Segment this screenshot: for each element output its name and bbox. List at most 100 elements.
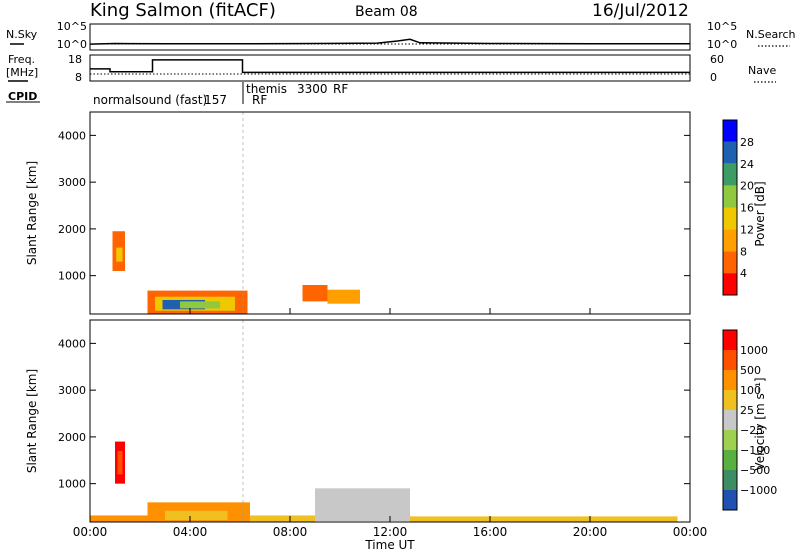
freq-tick-bottom: 8 xyxy=(75,71,82,84)
velocity-block-2 xyxy=(90,515,148,522)
velocity-ytick-label-2: 3000 xyxy=(58,384,86,397)
velocity-colorbar: 1000 500 100 25 −25 −100 −500 −1000 xyxy=(722,329,777,511)
velocity-colorbar-frame xyxy=(722,329,738,511)
power-colorbar: 28 24 20 16 12 8 4 xyxy=(722,119,754,296)
velocity-panel: 1000 2000 3000 4000 Slant Range [km] xyxy=(25,319,691,523)
frequency-trace xyxy=(90,59,690,74)
velocity-colorbar-tick-4: −25 xyxy=(740,424,763,437)
velocity-data-layer xyxy=(90,441,678,522)
cpid-program-2-id: 3300 xyxy=(297,82,328,96)
velocity-colorbar-segment-2 xyxy=(723,370,737,390)
x-axis-label: Time UT xyxy=(364,538,415,552)
power-colorbar-segment-1 xyxy=(723,141,737,164)
xtick-label-4: 16:00 xyxy=(473,525,508,539)
power-panel: 1000 2000 3000 4000 Slant Range [km] xyxy=(25,111,691,315)
velocity-y-axis-label: Slant Range [km] xyxy=(25,369,39,473)
noise-right-tick-top: 10^5 xyxy=(707,20,737,33)
power-y-ticks: 1000 2000 3000 4000 xyxy=(58,129,690,283)
velocity-colorbar-tick-6: −500 xyxy=(740,464,770,477)
velocity-colorbar-tick-5: −100 xyxy=(740,444,770,457)
velocity-colorbar-segment-6 xyxy=(723,450,737,470)
power-colorbar-segment-2 xyxy=(723,163,737,186)
noise-sky-trace xyxy=(89,38,690,45)
power-ytick-label-3: 4000 xyxy=(58,129,86,142)
power-block-3 xyxy=(180,301,220,309)
velocity-colorbar-segment-7 xyxy=(723,470,737,490)
cpid-program-1-id: 157 xyxy=(204,93,227,107)
noise-panel: N.Sky 10^5 10^0 10^5 10^0 N.Search xyxy=(6,20,796,51)
velocity-colorbar-segment-1 xyxy=(723,350,737,370)
velocity-block-4 xyxy=(165,510,228,521)
frequency-panel: Freq. [MHz] 18 8 60 0 Nave xyxy=(6,53,776,84)
cpid-program-2-suffix: RF xyxy=(333,82,348,96)
power-data-layer xyxy=(112,231,360,314)
power-colorbar-segment-6 xyxy=(723,251,737,274)
power-ytick-label-1: 2000 xyxy=(58,223,86,236)
velocity-colorbar-tick-7: −1000 xyxy=(740,484,777,497)
velocity-colorbar-tick-1: 500 xyxy=(740,364,761,377)
velocity-colorbar-segment-8 xyxy=(723,490,737,510)
velocity-colorbar-tick-2: 100 xyxy=(740,384,761,397)
xtick-label-0: 00:00 xyxy=(73,525,108,539)
power-ytick-label-0: 1000 xyxy=(58,270,86,283)
cpid-row: CPID normalsound (fast) 157 RF themis 33… xyxy=(6,82,348,107)
power-colorbar-segment-3 xyxy=(723,185,737,208)
freq-label-line2: [MHz] xyxy=(6,66,38,79)
power-block-7 xyxy=(327,289,360,304)
noise-left-tick-bottom: 10^0 xyxy=(57,38,87,51)
velocity-colorbar-segment-3 xyxy=(723,390,737,410)
velocity-colorbar-segment-5 xyxy=(723,430,737,450)
velocity-block-5 xyxy=(250,515,315,522)
noise-panel-frame xyxy=(89,23,691,51)
nave-tick-bottom: 0 xyxy=(710,71,717,84)
beam-title: Beam 08 xyxy=(355,4,418,20)
velocity-y-ticks: 1000 2000 3000 4000 xyxy=(58,337,690,491)
nave-tick-top: 60 xyxy=(710,53,724,66)
freq-label-line1: Freq. xyxy=(8,53,35,66)
cpid-program-2-name: themis xyxy=(246,82,287,96)
power-panel-frame xyxy=(89,111,691,315)
xtick-label-5: 20:00 xyxy=(573,525,608,539)
nave-label: Nave xyxy=(748,64,776,77)
power-colorbar-frame xyxy=(722,119,738,296)
xtick-label-2: 08:00 xyxy=(273,525,308,539)
power-colorbar-tick-6: 4 xyxy=(740,267,747,280)
time-axis: 00:00 04:00 08:00 12:00 16:00 20:00 00:00 xyxy=(73,308,708,539)
power-colorbar-tick-5: 8 xyxy=(740,245,747,258)
freq-tick-top: 18 xyxy=(68,53,82,66)
power-block-6 xyxy=(302,285,328,302)
power-colorbar-title: Power [dB] xyxy=(753,181,767,246)
cpid-program-1-name: normalsound (fast) xyxy=(93,93,207,107)
xtick-label-1: 04:00 xyxy=(173,525,208,539)
velocity-block-7 xyxy=(410,516,678,522)
noise-search-label: N.Search xyxy=(746,28,796,41)
velocity-ytick-label-0: 1000 xyxy=(58,478,86,491)
station-title: King Salmon (fitACF) xyxy=(90,0,276,21)
power-colorbar-segment-5 xyxy=(723,229,737,252)
velocity-ytick-label-1: 2000 xyxy=(58,431,86,444)
velocity-block-1 xyxy=(117,450,123,475)
noise-right-tick-bottom: 10^0 xyxy=(707,38,737,51)
noise-left-tick-top: 10^5 xyxy=(57,20,87,33)
power-ytick-label-2: 3000 xyxy=(58,176,86,189)
noise-sky-label: N.Sky xyxy=(6,28,38,41)
velocity-ytick-label-3: 4000 xyxy=(58,337,86,350)
power-colorbar-tick-3: 16 xyxy=(740,202,754,215)
date-title: 16/Jul/2012 xyxy=(592,1,689,21)
velocity-block-6 xyxy=(315,488,410,522)
velocity-colorbar-tick-0: 1000 xyxy=(740,344,768,357)
xtick-label-3: 12:00 xyxy=(373,525,408,539)
velocity-colorbar-segment-0 xyxy=(723,330,737,350)
power-colorbar-segment-0 xyxy=(723,120,737,142)
power-colorbar-segment-4 xyxy=(723,207,737,230)
freq-panel-frame xyxy=(89,54,691,82)
velocity-colorbar-title: Velocity [m s⁻¹] xyxy=(753,377,767,470)
xtick-label-6: 00:00 xyxy=(673,525,708,539)
power-colorbar-tick-4: 12 xyxy=(740,223,754,236)
power-block-5 xyxy=(116,247,123,262)
power-colorbar-tick-1: 24 xyxy=(740,158,754,171)
cpid-program-1-suffix: RF xyxy=(252,93,267,107)
velocity-colorbar-tick-3: 25 xyxy=(740,404,754,417)
velocity-colorbar-segment-4 xyxy=(723,410,737,430)
